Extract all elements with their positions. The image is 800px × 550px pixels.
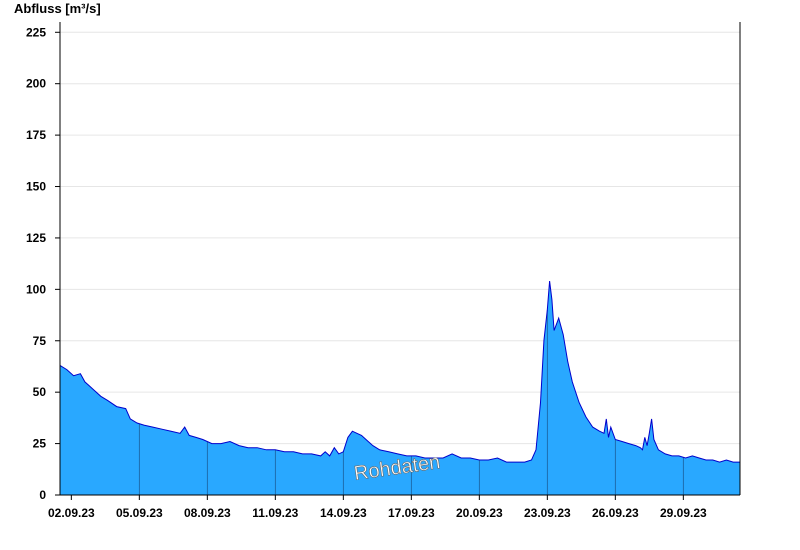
grid-lines xyxy=(60,31,740,445)
y-tick-label-1: 25 xyxy=(33,437,47,451)
x-tick-label-4: 14.09.23 xyxy=(320,506,367,520)
x-tick-label-7: 23.09.23 xyxy=(524,506,571,520)
x-tick-label-1: 05.09.23 xyxy=(116,506,163,520)
x-tick-label-6: 20.09.23 xyxy=(456,506,503,520)
axes xyxy=(59,22,741,496)
x-tick-label-0: 02.09.23 xyxy=(48,506,95,520)
y-axis-label: Abfluss [m³/s] xyxy=(14,1,101,16)
y-tick-label-6: 150 xyxy=(26,180,46,194)
y-tick-label-0: 0 xyxy=(39,488,46,502)
y-tick-label-7: 175 xyxy=(26,128,46,142)
x-tick-label-8: 26.09.23 xyxy=(592,506,639,520)
x-tick-label-9: 29.09.23 xyxy=(660,506,707,520)
x-tick-label-3: 11.09.23 xyxy=(252,506,298,520)
x-axis-ticks: 02.09.23 05.09.23 08.09.23 11.09.23 14.09.23… xyxy=(48,495,707,520)
y-tick-label-4: 100 xyxy=(26,282,46,296)
discharge-line xyxy=(59,281,740,463)
y-tick-label-8: 200 xyxy=(26,77,46,91)
y-axis-ticks: 0 25 50 75 100 125 150 175 200 225 xyxy=(26,25,60,502)
x-tick-label-5: 17.09.23 xyxy=(388,506,435,520)
y-tick-label-2: 50 xyxy=(33,385,47,399)
y-tick-label-9: 225 xyxy=(26,25,46,39)
plot-area xyxy=(59,281,740,495)
x-tick-label-2: 08.09.23 xyxy=(184,506,231,520)
y-tick-label-5: 125 xyxy=(26,231,46,245)
y-tick-label-3: 75 xyxy=(33,334,47,348)
